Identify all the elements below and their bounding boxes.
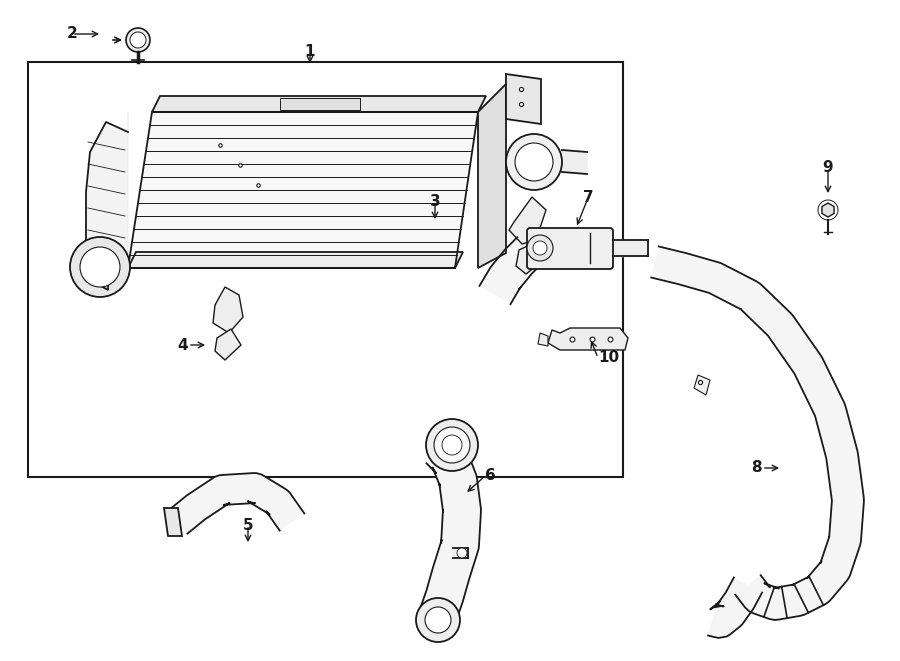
Polygon shape — [164, 508, 182, 536]
Circle shape — [130, 32, 146, 48]
Polygon shape — [652, 247, 864, 620]
Polygon shape — [478, 84, 506, 268]
Polygon shape — [128, 252, 463, 268]
Bar — [28, 62, 623, 477]
Polygon shape — [90, 263, 108, 290]
Circle shape — [515, 143, 553, 181]
Text: 1: 1 — [305, 44, 315, 59]
Circle shape — [457, 548, 467, 558]
Text: 3: 3 — [429, 194, 440, 210]
Polygon shape — [548, 328, 628, 350]
Polygon shape — [480, 237, 543, 304]
Polygon shape — [506, 74, 541, 124]
Polygon shape — [694, 375, 710, 395]
Text: 10: 10 — [598, 350, 619, 366]
Polygon shape — [538, 333, 548, 346]
Text: 2: 2 — [67, 26, 77, 42]
Polygon shape — [708, 578, 762, 638]
Circle shape — [425, 607, 451, 633]
Text: 5: 5 — [243, 518, 253, 533]
Circle shape — [416, 598, 460, 642]
Polygon shape — [453, 548, 468, 558]
Circle shape — [442, 435, 462, 455]
Polygon shape — [128, 112, 478, 268]
Polygon shape — [516, 242, 544, 274]
Polygon shape — [509, 197, 546, 244]
Text: 8: 8 — [752, 461, 762, 475]
Circle shape — [533, 241, 547, 255]
Text: 6: 6 — [485, 469, 496, 483]
Circle shape — [506, 134, 562, 190]
Polygon shape — [822, 203, 834, 217]
Circle shape — [434, 427, 470, 463]
Bar — [280, 98, 360, 110]
Circle shape — [70, 237, 130, 297]
Circle shape — [80, 247, 120, 287]
Circle shape — [426, 419, 478, 471]
Circle shape — [527, 235, 553, 261]
Polygon shape — [86, 112, 128, 272]
Circle shape — [126, 28, 150, 52]
Text: 4: 4 — [177, 338, 188, 352]
Polygon shape — [213, 287, 243, 333]
Text: 7: 7 — [582, 190, 593, 206]
FancyBboxPatch shape — [527, 228, 613, 269]
Polygon shape — [562, 150, 587, 174]
Polygon shape — [168, 473, 304, 533]
Polygon shape — [152, 96, 486, 112]
Text: 9: 9 — [823, 161, 833, 176]
Polygon shape — [613, 240, 648, 256]
Polygon shape — [420, 436, 481, 621]
Polygon shape — [215, 329, 241, 360]
